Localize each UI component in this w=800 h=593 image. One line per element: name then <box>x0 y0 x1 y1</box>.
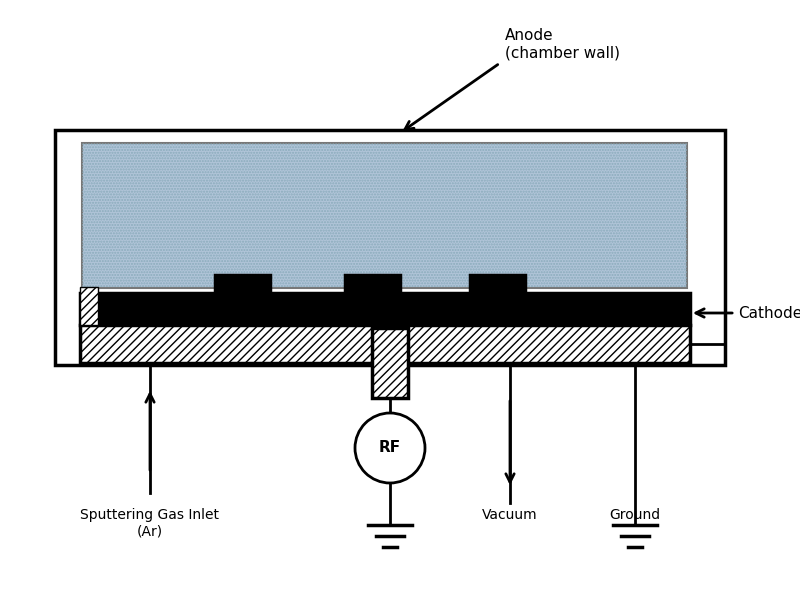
Text: Anode
(chamber wall): Anode (chamber wall) <box>505 28 620 60</box>
Bar <box>470 275 525 293</box>
Bar <box>80 293 690 325</box>
Text: Cathode: Cathode <box>738 305 800 320</box>
Text: Ground: Ground <box>610 508 661 522</box>
Text: Vacuum: Vacuum <box>482 508 538 522</box>
Bar <box>80 287 98 325</box>
Bar <box>82 143 687 288</box>
Text: Sputtering Gas Inlet
(Ar): Sputtering Gas Inlet (Ar) <box>81 508 219 538</box>
Bar <box>372 328 408 398</box>
Bar <box>82 143 687 288</box>
Bar <box>345 275 400 293</box>
Text: RF: RF <box>379 441 401 455</box>
Bar <box>215 275 270 293</box>
Bar <box>55 130 725 365</box>
Bar <box>80 325 690 363</box>
Circle shape <box>355 413 425 483</box>
